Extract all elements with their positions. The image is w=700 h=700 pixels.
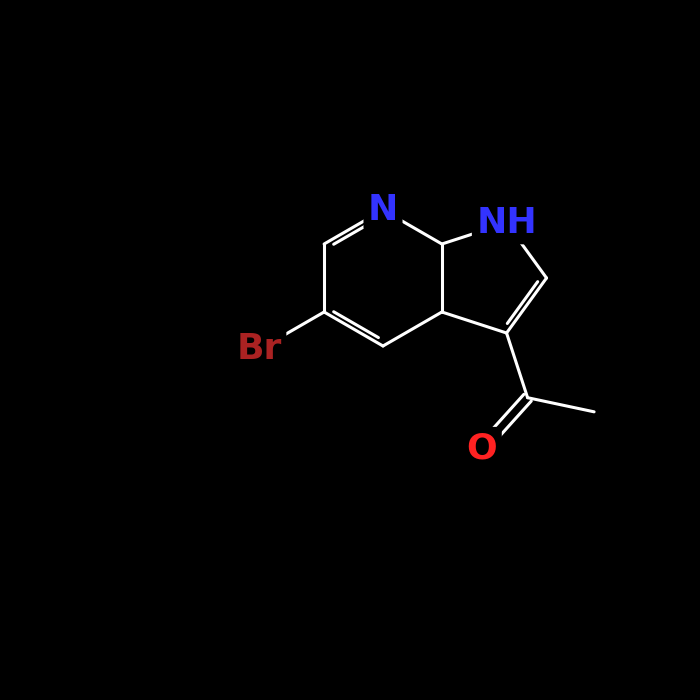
Text: NH: NH <box>476 206 537 240</box>
Text: N: N <box>368 193 398 227</box>
Text: O: O <box>467 431 498 466</box>
Text: Br: Br <box>237 332 282 366</box>
